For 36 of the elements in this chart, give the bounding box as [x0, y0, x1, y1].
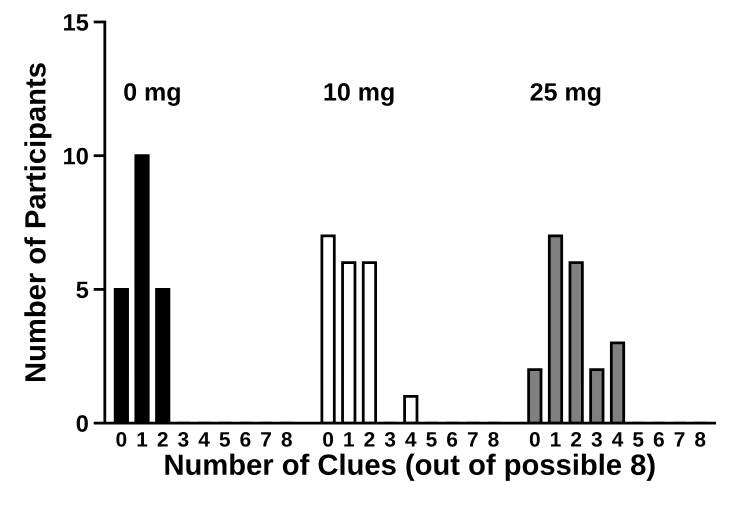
y-axis-title: Number of Participants	[24, 63, 52, 382]
x-tick-label: 3	[384, 432, 396, 447]
x-tick-label: 6	[654, 432, 664, 447]
x-tick-label: 8	[282, 432, 292, 447]
x-tick-label: 2	[158, 432, 168, 447]
annotation: 0 mg	[124, 83, 180, 106]
x-tick-label: 2	[571, 432, 582, 447]
y-tick-label: 10	[64, 148, 88, 164]
x-tick-label: 3	[178, 432, 188, 447]
x-tick-label: 7	[674, 432, 684, 447]
x-tick-label: 7	[468, 432, 478, 447]
x-tick-label: 1	[551, 432, 561, 447]
x-tick-label: 8	[695, 432, 706, 447]
x-tick-label: 5	[220, 432, 230, 447]
annotation: 25 mg	[530, 83, 600, 106]
x-tick-label: 1	[138, 432, 148, 447]
x-tick-label: 4	[405, 432, 416, 447]
x-axis-title: Number of Clues (out of possible 8)	[165, 454, 655, 481]
x-tick-label: 6	[447, 432, 458, 447]
x-tick-label: 0	[323, 432, 334, 447]
x-tick-label: 0	[530, 432, 540, 447]
x-tick-label: 4	[198, 432, 210, 447]
x-tick-label: 1	[344, 432, 354, 447]
y-tick-label: 0	[76, 415, 88, 432]
y-tick-label: 15	[64, 14, 88, 31]
x-tick-label: 3	[592, 432, 602, 447]
x-tick-label: 5	[426, 432, 437, 447]
annotation: 10 mg	[324, 83, 394, 106]
y-tick-label: 5	[76, 282, 88, 298]
x-tick-label: 2	[364, 432, 374, 447]
x-tick-label: 4	[612, 432, 624, 447]
x-tick-label: 8	[488, 432, 499, 447]
x-tick-label: 7	[261, 432, 271, 447]
x-tick-label: 5	[633, 432, 644, 447]
x-tick-label: 6	[240, 432, 250, 447]
x-tick-label: 0	[116, 432, 126, 447]
